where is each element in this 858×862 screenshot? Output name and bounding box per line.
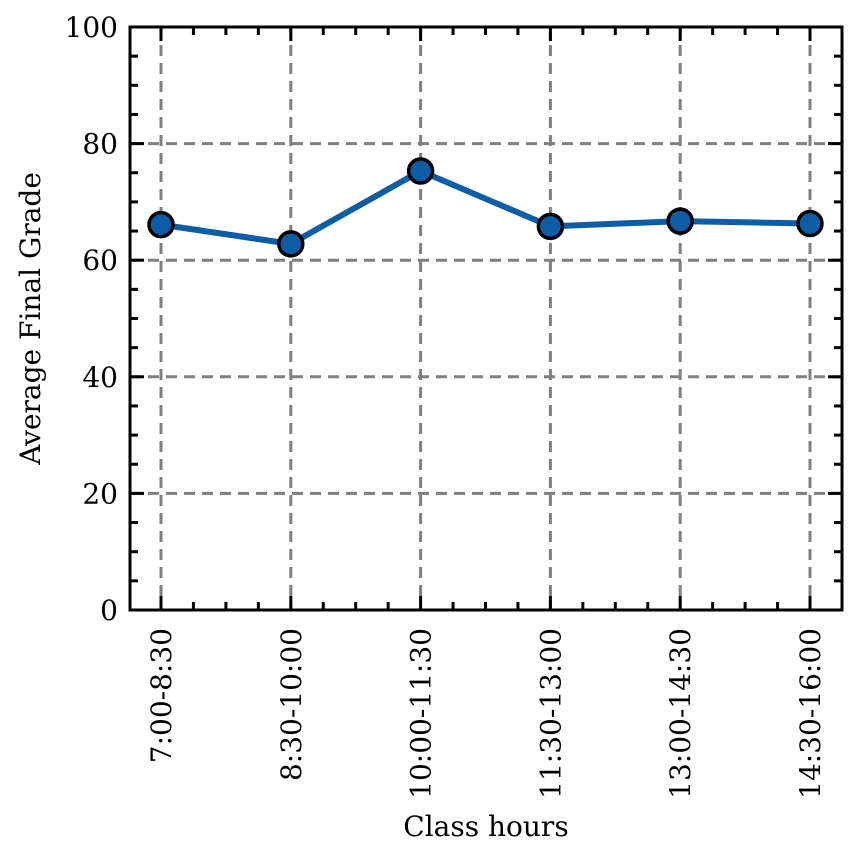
data-point	[406, 157, 435, 185]
y-tick-label: 0	[100, 594, 118, 627]
label-layer: 0 20 40 60 80 100 7:00-8:30 8:30-10:00 10:00-11:…	[65, 11, 827, 799]
y-tick-label: 20	[82, 477, 118, 510]
plot-frame	[128, 25, 844, 612]
series-layer	[147, 157, 824, 258]
x-tick-label: 10:00-11:30	[405, 628, 438, 799]
grid-layer	[130, 27, 842, 610]
y-axis-label: Average Final Grade	[14, 172, 47, 466]
data-point	[277, 230, 305, 258]
x-tick-label: 8:30-10:00	[275, 628, 308, 781]
data-point	[536, 212, 565, 241]
y-tick-label: 40	[82, 361, 118, 394]
x-tick-label: 7:00-8:30	[145, 628, 178, 763]
data-point	[796, 209, 824, 238]
series-line	[160, 168, 811, 247]
x-tick-label: 13:00-14:30	[664, 628, 697, 799]
x-tick-label: 11:30-13:00	[534, 628, 567, 799]
y-tick-label: 100	[65, 11, 118, 44]
x-axis-label: Class hours	[403, 810, 568, 843]
data-point	[147, 210, 175, 239]
y-tick-label: 80	[82, 128, 118, 161]
data-point	[666, 207, 694, 235]
tick-layer	[130, 25, 842, 612]
x-tick-label: 14:30-16:00	[794, 628, 827, 799]
y-tick-label: 60	[82, 244, 118, 277]
